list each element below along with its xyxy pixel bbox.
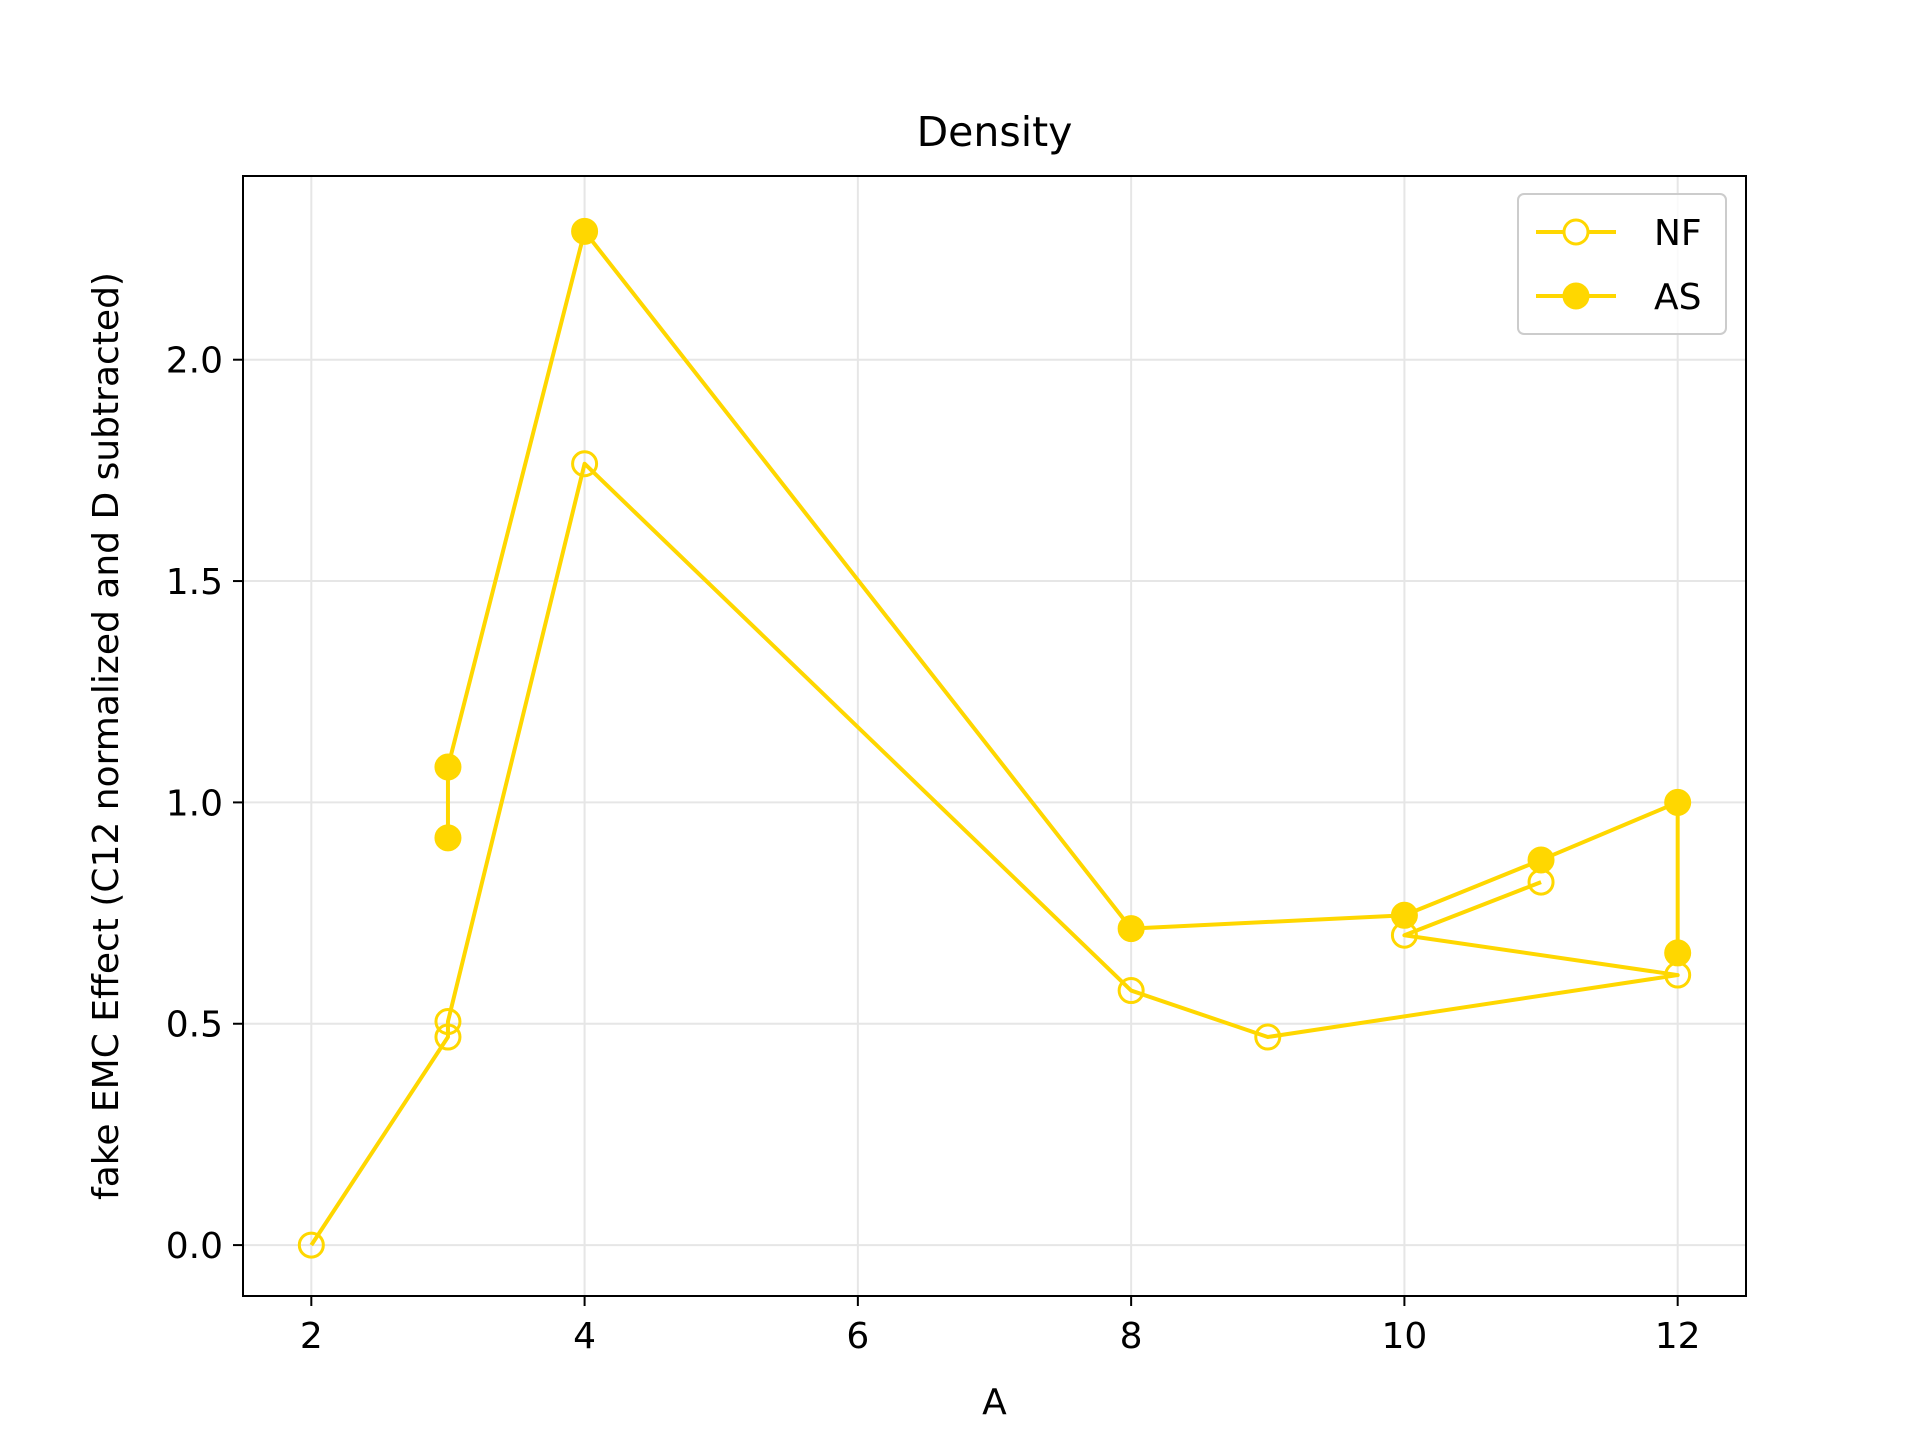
axis-ticks: 2 4 6 8 10 12 0.0 0.5 1.0 1.5 2.0	[166, 341, 1701, 1357]
y-tick-label: 0.5	[166, 1005, 223, 1046]
data-point-as	[434, 753, 462, 781]
data-point-as	[434, 824, 462, 852]
series-line-nf	[309, 461, 1680, 1247]
legend: NF AS	[1517, 193, 1727, 335]
y-axis-label: fake EMC Effect (C12 normalized and D su…	[86, 272, 127, 1200]
data-point-nf	[1254, 1023, 1282, 1051]
legend-label-nf: NF	[1654, 213, 1702, 254]
data-point-as	[1664, 939, 1692, 967]
data-point-as	[1390, 901, 1418, 929]
data-point-nf	[297, 1231, 325, 1259]
series-layer	[297, 217, 1692, 1259]
y-tick-label: 2.0	[166, 341, 223, 382]
legend-marker-as	[1562, 282, 1590, 310]
y-tick-label: 1.0	[166, 783, 223, 824]
x-tick-label: 8	[1120, 1316, 1143, 1357]
x-tick-label: 12	[1655, 1316, 1701, 1357]
x-tick-label: 6	[846, 1316, 869, 1357]
data-point-nf	[1117, 977, 1145, 1005]
y-tick-label: 1.5	[166, 562, 223, 603]
data-point-as	[1527, 846, 1555, 874]
plot-frame	[242, 175, 1747, 1297]
legend-label-as: AS	[1654, 277, 1701, 318]
data-point-nf	[434, 1008, 462, 1036]
x-tick-label: 2	[300, 1316, 323, 1357]
y-tick-label: 0.0	[166, 1226, 223, 1267]
data-point-nf	[571, 450, 599, 478]
legend-marker-nf	[1562, 218, 1590, 246]
x-tick-label: 4	[573, 1316, 596, 1357]
series-line-as	[445, 229, 1680, 953]
data-point-as	[1664, 788, 1692, 816]
x-tick-label: 10	[1382, 1316, 1428, 1357]
data-point-as	[1117, 915, 1145, 943]
data-point-nf	[434, 1023, 462, 1051]
chart-title: Density	[917, 108, 1073, 156]
x-axis-label: A	[982, 1382, 1007, 1423]
data-point-as	[571, 217, 599, 245]
grid-lines	[243, 176, 1746, 1296]
